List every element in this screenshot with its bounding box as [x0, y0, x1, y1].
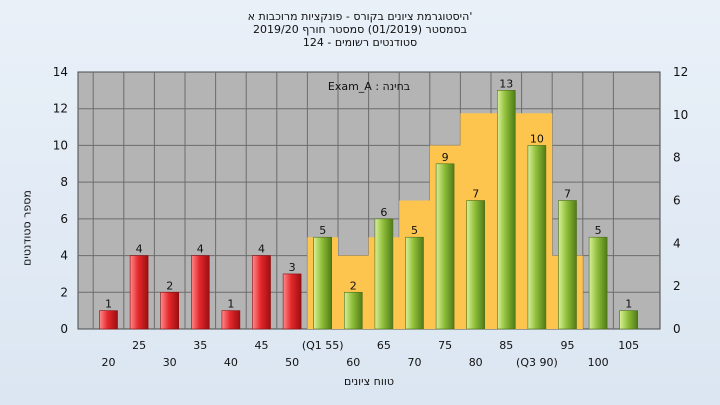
- x-tick-label: 95: [561, 339, 575, 352]
- x-tick-label: 25: [132, 339, 146, 352]
- y2-tick-label: 4: [673, 236, 681, 250]
- chart-title-line-3: סטודנטים רשומים - 124: [302, 36, 418, 49]
- bar-value-label: 5: [411, 224, 418, 237]
- histogram-bar: [282, 273, 302, 330]
- histogram-bar: [466, 200, 486, 330]
- bar-value-label: 5: [595, 224, 602, 237]
- histogram-bar: [527, 145, 547, 330]
- x-tick-label: 45: [255, 339, 269, 352]
- histogram-bar: [252, 255, 271, 330]
- y-tick-label: 14: [53, 65, 68, 79]
- x-tick-label: 85: [499, 339, 513, 352]
- histogram-bar: [343, 291, 363, 330]
- bar-value-label: 2: [350, 279, 357, 292]
- x-tick-label: 70: [408, 356, 422, 369]
- histogram-bar: [588, 236, 608, 330]
- bar-value-label: 4: [258, 243, 265, 256]
- y-tick-label: 12: [53, 102, 68, 116]
- x-tick-label: 20: [102, 356, 116, 369]
- bars-layer: [99, 90, 639, 330]
- histogram-bar: [496, 90, 516, 330]
- bar-value-label: 9: [442, 151, 449, 164]
- histogram-bar: [99, 310, 118, 330]
- y2-tick-label: 2: [673, 279, 681, 293]
- bar-value-label: 7: [564, 188, 571, 201]
- bar-value-label: 6: [380, 206, 387, 219]
- x-tick-label: 50: [285, 356, 299, 369]
- histogram-bar: [221, 310, 241, 330]
- x-tick-label: 60: [346, 356, 360, 369]
- x-tick-label: 105: [618, 339, 639, 352]
- exam-annotation: Exam_A : בחינה: [328, 80, 410, 93]
- y-tick-label: 4: [60, 249, 68, 263]
- x-tick-label: 40: [224, 356, 238, 369]
- bar-value-label: 3: [289, 261, 296, 274]
- bar-value-label: 1: [227, 298, 234, 311]
- bar-value-label: 1: [105, 298, 112, 311]
- histogram-bar: [558, 200, 577, 330]
- histogram-bar: [374, 218, 394, 330]
- bar-value-label: 10: [530, 132, 544, 145]
- x-tick-label: 75: [438, 339, 452, 352]
- y-tick-label: 2: [60, 285, 68, 299]
- x-tick-label: 35: [193, 339, 207, 352]
- chart-title-line-1: היסטוגרמת ציונים בקורס - פונקציות מרוכבו…: [247, 10, 473, 23]
- bar-value-label: 2: [166, 279, 173, 292]
- histogram-bar: [191, 255, 210, 330]
- chart-title-line-2: בסמסטר (01/2019) סמסטר חורף 2019/20: [253, 23, 467, 36]
- y2-tick-label: 12: [673, 65, 688, 79]
- y-tick-label: 8: [60, 175, 68, 189]
- labels-layer: 0246810121402468101214241435265971310751…: [53, 65, 689, 369]
- x-tick-label: 65: [377, 339, 391, 352]
- x-tick-label: (Q1 55): [302, 339, 344, 352]
- bar-value-label: 5: [319, 224, 326, 237]
- x-tick-label: 100: [588, 356, 609, 369]
- y-axis-title: מספר סטודנטים: [20, 190, 34, 266]
- bar-value-label: 4: [136, 243, 143, 256]
- histogram-bar: [313, 236, 333, 330]
- bar-value-label: 1: [625, 298, 632, 311]
- y-tick-label: 6: [60, 212, 68, 226]
- y2-tick-label: 6: [673, 194, 681, 208]
- y-tick-label: 10: [53, 138, 68, 152]
- histogram-bar: [160, 291, 179, 330]
- bar-value-label: 4: [197, 243, 204, 256]
- y2-tick-label: 8: [673, 151, 681, 165]
- y-tick-label: 0: [60, 322, 68, 336]
- histogram-bar: [129, 255, 149, 330]
- x-tick-label: (Q3 90): [516, 356, 558, 369]
- y2-tick-label: 10: [673, 108, 688, 122]
- histogram-bar: [435, 163, 455, 330]
- bar-value-label: 7: [472, 188, 479, 201]
- x-axis-title: טווח ציונים: [344, 375, 394, 388]
- bar-value-label: 13: [499, 77, 513, 90]
- y2-tick-label: 0: [673, 322, 681, 336]
- histogram-bar: [619, 310, 639, 330]
- x-tick-label: 30: [163, 356, 177, 369]
- histogram-bar: [405, 236, 424, 330]
- x-tick-label: 80: [469, 356, 483, 369]
